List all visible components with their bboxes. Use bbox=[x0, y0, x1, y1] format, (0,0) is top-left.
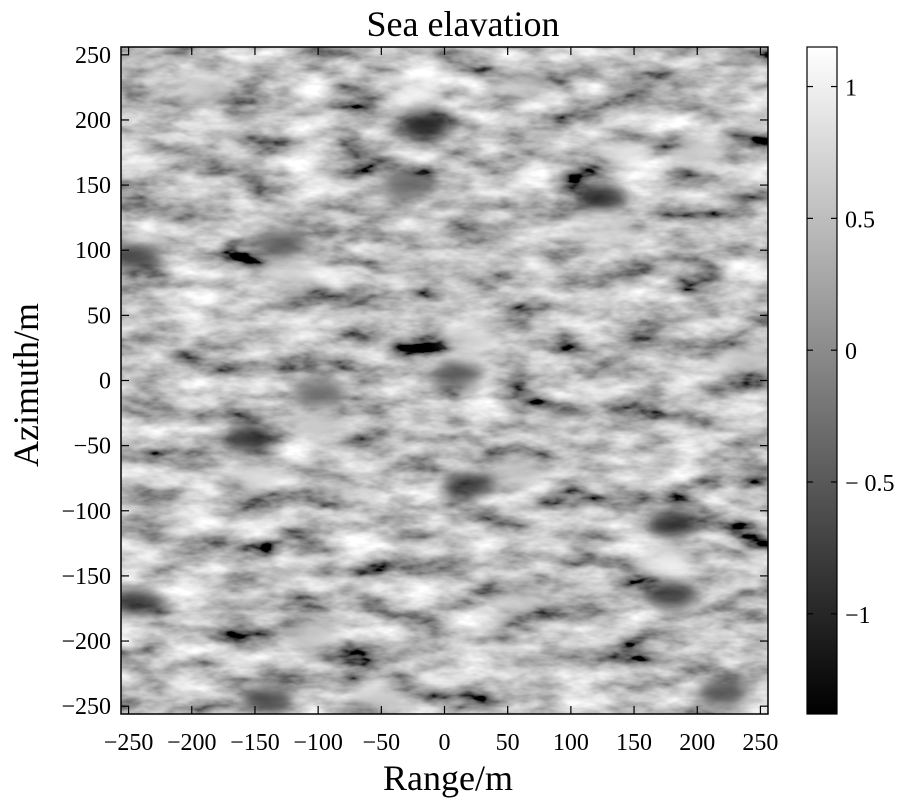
x-tick-label: 200 bbox=[679, 730, 715, 756]
y-tick-label: −50 bbox=[73, 434, 111, 460]
y-axis: 250 200 150 100 50 0 −50 −100 −150 −200 −250 bbox=[61, 43, 768, 720]
surface-feature bbox=[285, 621, 338, 648]
surface-feature bbox=[228, 465, 281, 492]
surface-feature bbox=[582, 217, 635, 244]
surface-feature bbox=[443, 471, 496, 498]
y-tick-label: −100 bbox=[61, 499, 111, 525]
surface-feature bbox=[721, 347, 768, 374]
surface-feature bbox=[639, 549, 692, 576]
x-tick-label: −250 bbox=[104, 730, 154, 756]
surface-feature bbox=[696, 680, 749, 707]
surface-feature bbox=[645, 582, 698, 609]
x-axis: −250 −200 −150 −100 −50 0 50 100 150 200 250 bbox=[104, 47, 778, 756]
heatmap-area bbox=[120, 46, 769, 715]
surface-feature bbox=[178, 74, 231, 101]
x-axis-label: Range/m bbox=[383, 758, 513, 798]
colorbar-tick-label: 0.5 bbox=[845, 207, 875, 233]
colorbar-ticks: 1 0.5 0 − 0.5 −1 bbox=[807, 76, 895, 629]
x-tick-label: 50 bbox=[496, 730, 520, 756]
x-tick-label: 150 bbox=[616, 730, 652, 756]
x-tick-label: 100 bbox=[553, 730, 589, 756]
surface-feature bbox=[595, 139, 648, 166]
surface-feature bbox=[266, 263, 319, 290]
y-tick-label: 100 bbox=[75, 238, 111, 264]
x-tick-label: 250 bbox=[742, 730, 778, 756]
colorbar-tick-label: − 0.5 bbox=[845, 471, 895, 497]
y-axis-label: Azimuth/m bbox=[6, 303, 46, 467]
surface-feature bbox=[121, 588, 161, 615]
surface-feature bbox=[393, 80, 446, 107]
surface-feature bbox=[399, 112, 452, 139]
x-tick-label: −50 bbox=[363, 730, 401, 756]
y-tick-label: 150 bbox=[75, 173, 111, 199]
surface-feature bbox=[576, 185, 629, 212]
y-tick-label: −150 bbox=[61, 564, 111, 590]
x-tick-label: −200 bbox=[167, 730, 217, 756]
y-tick-label: −200 bbox=[61, 629, 111, 655]
surface-feature bbox=[254, 230, 307, 257]
y-tick-label: 250 bbox=[75, 43, 111, 69]
colorbar: 1 0.5 0 − 0.5 −1 bbox=[806, 46, 895, 715]
surface-features bbox=[121, 74, 768, 713]
surface-feature bbox=[431, 360, 484, 387]
y-tick-label: 0 bbox=[99, 369, 111, 395]
surface-feature bbox=[494, 458, 547, 485]
surface-feature bbox=[292, 413, 345, 440]
surface-feature bbox=[222, 426, 275, 453]
x-tick-label: 0 bbox=[439, 730, 451, 756]
x-tick-label: −100 bbox=[293, 730, 343, 756]
surface-feature bbox=[494, 74, 547, 101]
surface-feature bbox=[494, 588, 547, 615]
chart-title: Sea elavation bbox=[367, 4, 560, 44]
surface-feature bbox=[380, 172, 433, 199]
surface-feature bbox=[671, 139, 724, 166]
surface-feature bbox=[241, 686, 294, 713]
surface-feature bbox=[121, 243, 161, 270]
colorbar-gradient bbox=[806, 46, 838, 715]
colorbar-tick-label: 0 bbox=[845, 339, 857, 365]
surface-feature bbox=[443, 328, 496, 355]
x-tick-label: −150 bbox=[230, 730, 280, 756]
surface-feature bbox=[645, 510, 698, 537]
y-tick-label: −250 bbox=[61, 694, 111, 720]
y-tick-label: 50 bbox=[87, 303, 111, 329]
y-tick-label: 200 bbox=[75, 108, 111, 134]
surface-feature bbox=[292, 380, 345, 407]
colorbar-tick-label: 1 bbox=[845, 76, 857, 102]
colorbar-tick-label: −1 bbox=[845, 603, 871, 629]
surface-feature bbox=[355, 686, 408, 713]
